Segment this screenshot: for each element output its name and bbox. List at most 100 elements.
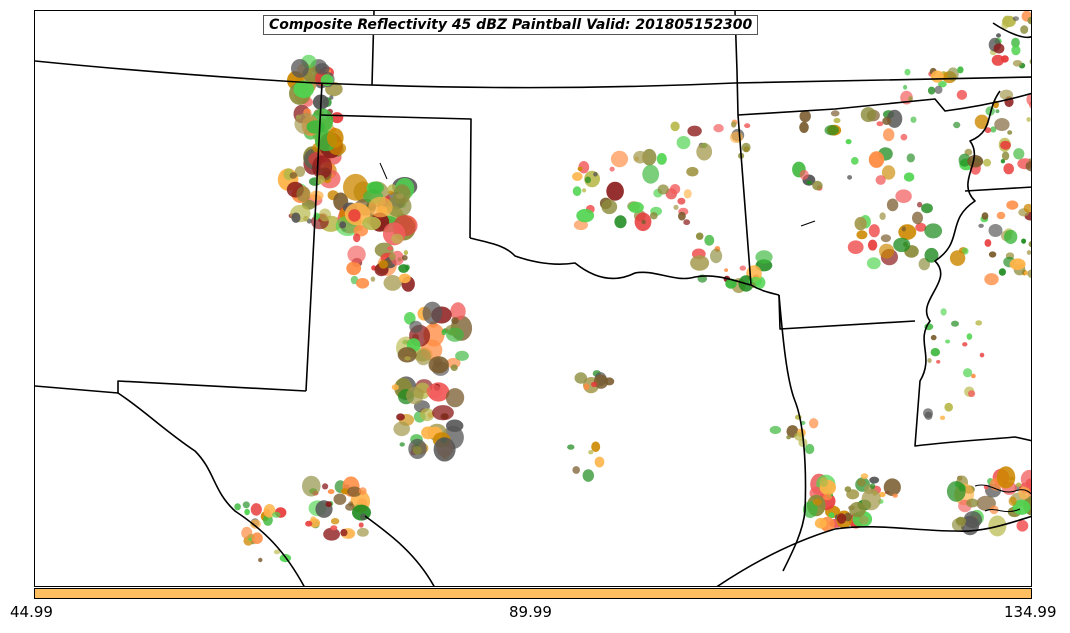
reflectivity-blob (995, 109, 1000, 114)
reflectivity-blob (833, 117, 841, 124)
reflectivity-blob (433, 437, 456, 462)
reflectivity-blob (1007, 130, 1013, 135)
reflectivity-blob (593, 172, 598, 177)
reflectivity-blob (387, 246, 393, 251)
reflectivity-blob (340, 528, 348, 537)
reflectivity-blob (450, 302, 466, 321)
reflectivity-blob (291, 212, 301, 223)
reflectivity-blob (938, 81, 947, 88)
reflectivity-blob (273, 549, 281, 555)
reflectivity-blob (882, 117, 892, 125)
reflectivity-blob (966, 498, 979, 508)
reflectivity-blob (984, 239, 992, 247)
reflectivity-blob (315, 175, 325, 185)
reflectivity-blob (348, 501, 354, 507)
reflectivity-blob (378, 260, 388, 269)
reflectivity-blob (1001, 151, 1010, 161)
reflectivity-blob (730, 131, 743, 143)
reflectivity-blob (906, 153, 915, 163)
reflectivity-blob (389, 252, 396, 261)
reflectivity-blob (974, 114, 989, 129)
reflectivity-blob (983, 158, 992, 167)
border-co-ne-ks (35, 60, 1031, 89)
reflectivity-blob (573, 219, 589, 231)
reflectivity-blob (397, 347, 417, 363)
reflectivity-blob (409, 320, 423, 333)
reflectivity-blob (947, 67, 959, 81)
reflectivity-blob (1011, 37, 1020, 48)
reflectivity-blob (845, 139, 852, 145)
reflectivity-blob (1026, 250, 1031, 255)
reflectivity-blob (836, 513, 847, 524)
reflectivity-blob (244, 508, 250, 516)
reflectivity-blob (591, 381, 598, 387)
reflectivity-blob (934, 85, 943, 94)
reflectivity-blob (739, 265, 746, 271)
reflectivity-blob (403, 250, 409, 256)
reflectivity-blob (978, 223, 984, 228)
reflectivity-blob (1009, 258, 1026, 270)
map-canvas (35, 11, 1031, 586)
reflectivity-blob (1027, 269, 1031, 278)
reflectivity-blob (451, 317, 459, 325)
reflectivity-blob (859, 515, 869, 525)
reflectivity-blob (860, 107, 876, 123)
reflectivity-blob (998, 268, 1007, 276)
reflectivity-blob (1001, 21, 1009, 30)
reflectivity-blob (1003, 163, 1014, 175)
reflectivity-blob (576, 208, 595, 223)
reflectivity-blob (988, 224, 1003, 237)
reflectivity-blob (904, 68, 911, 76)
reflectivity-blob (391, 384, 399, 391)
reflectivity-blob (856, 230, 868, 240)
reflectivity-blob (683, 219, 691, 226)
reflectivity-blob (927, 358, 932, 363)
reflectivity-blob (360, 513, 367, 521)
reflectivity-blob (445, 388, 465, 408)
reflectivity-blob (272, 511, 281, 518)
reflectivity-blob (799, 169, 809, 180)
colorbar-tick-max: 134.99 (1004, 603, 1057, 621)
reflectivity-blob (993, 43, 1005, 54)
reflectivity-blob (404, 356, 411, 361)
state-borders (35, 11, 1031, 586)
reflectivity-blob (990, 126, 997, 133)
reflectivity-blob (847, 175, 853, 180)
reflectivity-blob (686, 166, 699, 177)
reflectivity-blob (868, 224, 880, 238)
reflectivity-blob (388, 190, 394, 195)
reflectivity-blob (903, 84, 908, 90)
map-panel (34, 10, 1032, 587)
reflectivity-blob (879, 491, 886, 498)
reflectivity-blob (594, 456, 605, 468)
reflectivity-blob (330, 525, 338, 531)
reflectivity-blob (591, 441, 601, 453)
reflectivity-blob (879, 243, 895, 259)
reflectivity-blob (988, 251, 997, 258)
reflectivity-blob (731, 121, 737, 128)
reflectivity-blob (593, 374, 609, 389)
reflectivity-blob (1012, 60, 1023, 67)
reflectivity-blob (1013, 148, 1025, 160)
reflectivity-blob (799, 110, 811, 123)
border-ar-la (778, 294, 916, 330)
reflectivity-blob (901, 226, 906, 232)
reflectivity-blob (296, 186, 311, 202)
reflectivity-blob (289, 172, 298, 179)
reflectivity-blob (799, 121, 809, 133)
reflectivity-blob (981, 212, 989, 220)
reflectivity-blob (455, 350, 469, 361)
reflectivity-blob (696, 142, 713, 161)
reflectivity-blob (898, 224, 917, 240)
reflectivity-blob (1011, 45, 1021, 56)
reflectivity-blob (258, 557, 263, 563)
reflectivity-blob (996, 466, 1016, 489)
reflectivity-blob (441, 329, 447, 336)
reflectivity-blob (939, 415, 946, 420)
reflectivity-blob (318, 208, 332, 222)
reflectivity-blob (1000, 159, 1006, 164)
reflectivity-blob (1029, 58, 1031, 65)
reflectivity-blob (963, 368, 973, 378)
reflectivity-blob (333, 493, 347, 505)
reflectivity-blob (844, 486, 852, 493)
